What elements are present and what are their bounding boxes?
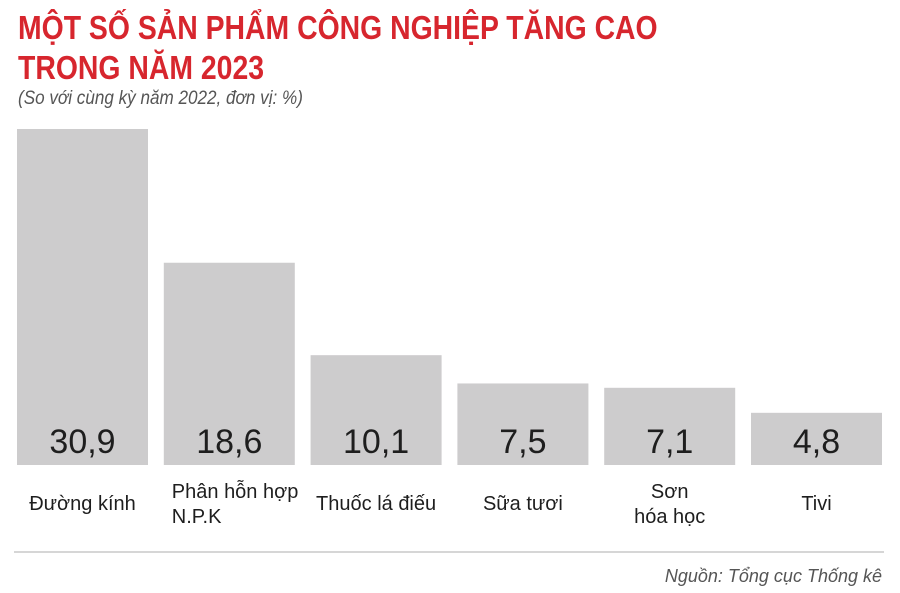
bar <box>604 387 736 465</box>
data-label: 10,1 <box>343 423 409 461</box>
category-label: Sữa tươi <box>483 493 563 515</box>
data-label: 7,5 <box>499 423 546 461</box>
category-label: Tivi <box>801 493 831 515</box>
bar <box>17 129 148 465</box>
category-label: Thuốc lá điếu <box>316 493 436 515</box>
bar <box>751 412 882 465</box>
bar <box>457 383 589 465</box>
chart-title-line-2: TRONG NĂM 2023 <box>18 49 265 86</box>
category-label: Phân hỗn hợp N.P.K <box>172 480 299 528</box>
source-note: Nguồn: Tổng cục Thống kê <box>664 566 882 586</box>
chart-title: MỘT SỐ SẢN PHẨM CÔNG NGHIỆP TĂNG CAO TRO… <box>18 8 658 88</box>
category-label: Sơn hóa học <box>634 481 705 528</box>
bar <box>163 262 295 465</box>
category-label: Đường kính <box>29 493 136 515</box>
data-label: 30,9 <box>49 423 115 461</box>
chart-title-line-1: MỘT SỐ SẢN PHẨM CÔNG NGHIỆP TĂNG CAO <box>18 9 658 46</box>
chart-subtitle: (So với cùng kỳ năm 2022, đơn vị: %) <box>18 88 303 109</box>
bar <box>310 355 442 465</box>
data-label: 18,6 <box>196 423 262 461</box>
data-label: 7,1 <box>646 423 693 461</box>
data-label: 4,8 <box>793 423 840 461</box>
